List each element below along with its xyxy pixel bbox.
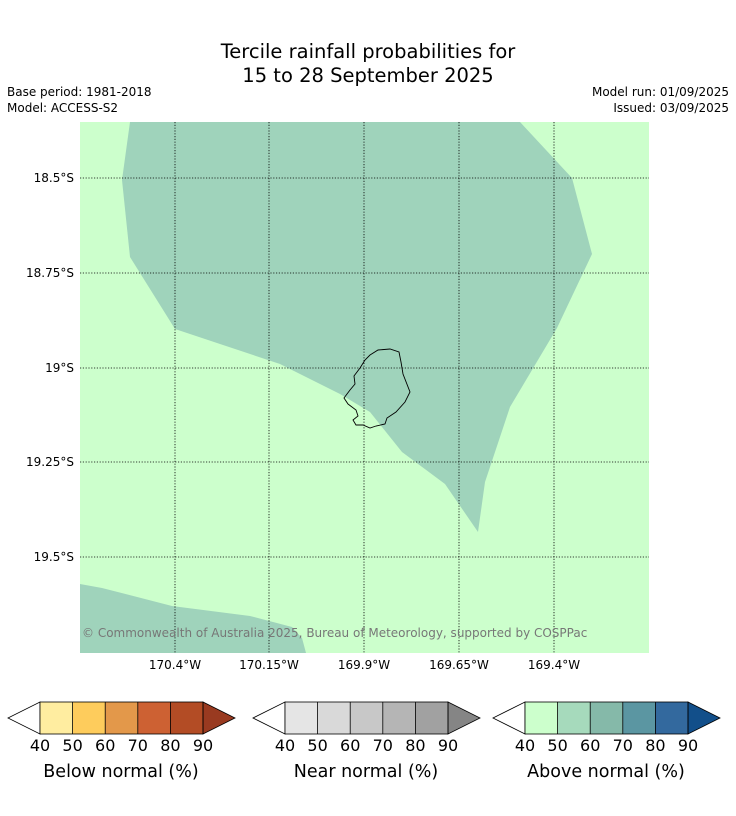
- colorbar-tick: 70: [127, 736, 148, 755]
- colorbar-tick: 60: [340, 736, 361, 755]
- lat-label: 18.75°S: [26, 266, 74, 280]
- base-period-text: Base period: 1981-2018: [7, 85, 152, 99]
- map-panel: © Commonwealth of Australia 2025, Bureau…: [80, 122, 649, 653]
- model-text: Model: ACCESS-S2: [7, 101, 119, 115]
- niue-coastline: [343, 348, 411, 429]
- colorbar-tick: 40: [514, 736, 536, 755]
- colorbar-title: Below normal (%): [43, 762, 199, 782]
- colorbar-tick: 50: [547, 736, 568, 755]
- lon-label: 169.9°W: [337, 658, 391, 672]
- model-run-text: Model run: 01/09/2025: [591, 85, 729, 99]
- colorbar-title: Above normal (%): [527, 762, 685, 782]
- above-50-60-region-southwest: [80, 584, 306, 653]
- colorbar-tick: 80: [645, 736, 666, 755]
- colorbar-tick: 90: [677, 736, 699, 755]
- lat-label: 19.25°S: [26, 455, 74, 469]
- colorbar-near-swatches: [252, 701, 481, 735]
- lat-label: 18.5°S: [33, 171, 74, 185]
- colorbar-tick: 70: [372, 736, 393, 755]
- colorbar-swatch: [557, 702, 591, 734]
- colorbar-swatch: [285, 702, 318, 734]
- colorbar-tick: 80: [160, 736, 181, 755]
- colorbar-swatch: [415, 702, 448, 734]
- colorbar-swatch: [40, 702, 73, 734]
- colorbar-title: Near normal (%): [293, 762, 439, 782]
- meta-right: Model run: 01/09/2025 Issued: 03/09/2025: [592, 84, 729, 116]
- colorbar-swatch: [382, 702, 416, 734]
- colorbar-tick: 90: [192, 736, 214, 755]
- colorbar-tick: 60: [95, 736, 116, 755]
- colorbar-low-triangle: [7, 701, 41, 735]
- colorbar-tick: 90: [437, 736, 459, 755]
- lat-label: 19.5°S: [33, 550, 74, 564]
- colorbar-swatch: [525, 702, 558, 734]
- colorbar-swatch: [622, 702, 656, 734]
- issued-text: Issued: 03/09/2025: [613, 101, 729, 115]
- chart-title-line2: 15 to 28 September 2025: [242, 64, 494, 87]
- copyright-text: © Commonwealth of Australia 2025, Bureau…: [82, 626, 587, 640]
- lon-label: 170.4°W: [148, 658, 202, 672]
- colorbar-swatch: [72, 702, 106, 734]
- lon-label: 169.65°W: [429, 658, 489, 672]
- colorbar-swatch: [137, 702, 171, 734]
- colorbar-tick: 40: [29, 736, 51, 755]
- colorbar-high-triangle: [687, 701, 721, 735]
- lon-label: 170.15°W: [239, 658, 299, 672]
- colorbar-swatch: [170, 702, 203, 734]
- colorbar-tick: 80: [405, 736, 426, 755]
- colorbar-tick: 50: [307, 736, 328, 755]
- colorbar-high-triangle: [447, 701, 481, 735]
- colorbar-tick: 70: [612, 736, 633, 755]
- chart-title-line1: Tercile rainfall probabilities for: [220, 40, 516, 63]
- colorbar-swatch: [105, 702, 138, 734]
- colorbar-tick: 60: [580, 736, 601, 755]
- colorbar-swatch: [590, 702, 623, 734]
- colorbar-below-swatches: [7, 701, 236, 735]
- colorbar-swatch: [350, 702, 383, 734]
- colorbar-swatch: [317, 702, 351, 734]
- graticule: [80, 122, 649, 653]
- colorbar-low-triangle: [252, 701, 286, 735]
- colorbar-above-swatches: [492, 701, 721, 735]
- lat-label: 19°S: [45, 361, 74, 375]
- colorbar-low-triangle: [492, 701, 526, 735]
- colorbar-tick: 50: [62, 736, 83, 755]
- colorbar-tick: 40: [274, 736, 296, 755]
- meta-left: Base period: 1981-2018 Model: ACCESS-S2: [7, 84, 152, 116]
- above-50-60-region-main: [122, 122, 592, 532]
- lon-label: 169.4°W: [527, 658, 581, 672]
- colorbar-high-triangle: [202, 701, 236, 735]
- colorbar-swatch: [655, 702, 688, 734]
